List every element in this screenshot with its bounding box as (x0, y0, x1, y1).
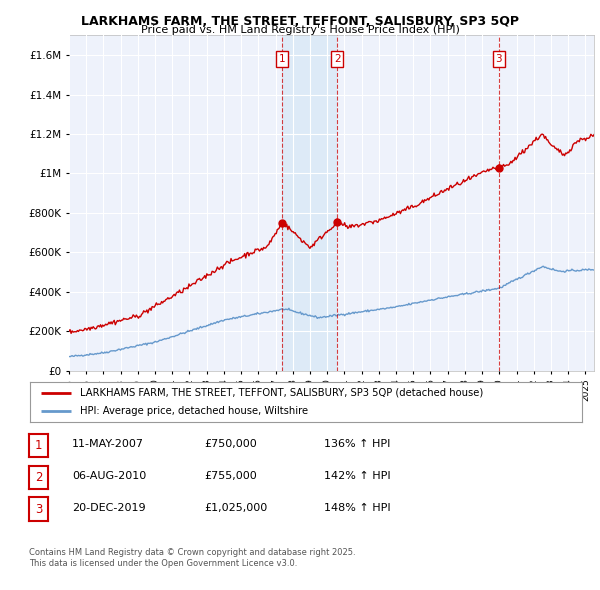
Text: £1,025,000: £1,025,000 (204, 503, 267, 513)
Text: 06-AUG-2010: 06-AUG-2010 (72, 471, 146, 481)
Text: 148% ↑ HPI: 148% ↑ HPI (324, 503, 391, 513)
Bar (282, 35, 337, 371)
Text: 2: 2 (35, 471, 42, 484)
Text: 3: 3 (496, 54, 502, 64)
Text: LARKHAMS FARM, THE STREET, TEFFONT, SALISBURY, SP3 5QP (detached house): LARKHAMS FARM, THE STREET, TEFFONT, SALI… (80, 388, 483, 398)
Text: 2: 2 (334, 54, 341, 64)
Text: 3: 3 (35, 503, 42, 516)
Text: £755,000: £755,000 (204, 471, 257, 481)
Text: 136% ↑ HPI: 136% ↑ HPI (324, 440, 391, 449)
Text: Price paid vs. HM Land Registry's House Price Index (HPI): Price paid vs. HM Land Registry's House … (140, 25, 460, 35)
Text: LARKHAMS FARM, THE STREET, TEFFONT, SALISBURY, SP3 5QP: LARKHAMS FARM, THE STREET, TEFFONT, SALI… (81, 15, 519, 28)
Text: 142% ↑ HPI: 142% ↑ HPI (324, 471, 391, 481)
Text: 1: 1 (35, 439, 42, 452)
Text: This data is licensed under the Open Government Licence v3.0.: This data is licensed under the Open Gov… (29, 559, 297, 568)
Text: £750,000: £750,000 (204, 440, 257, 449)
Text: Contains HM Land Registry data © Crown copyright and database right 2025.: Contains HM Land Registry data © Crown c… (29, 548, 355, 556)
Text: 11-MAY-2007: 11-MAY-2007 (72, 440, 144, 449)
Text: 1: 1 (278, 54, 285, 64)
Text: 20-DEC-2019: 20-DEC-2019 (72, 503, 146, 513)
Text: HPI: Average price, detached house, Wiltshire: HPI: Average price, detached house, Wilt… (80, 406, 308, 416)
